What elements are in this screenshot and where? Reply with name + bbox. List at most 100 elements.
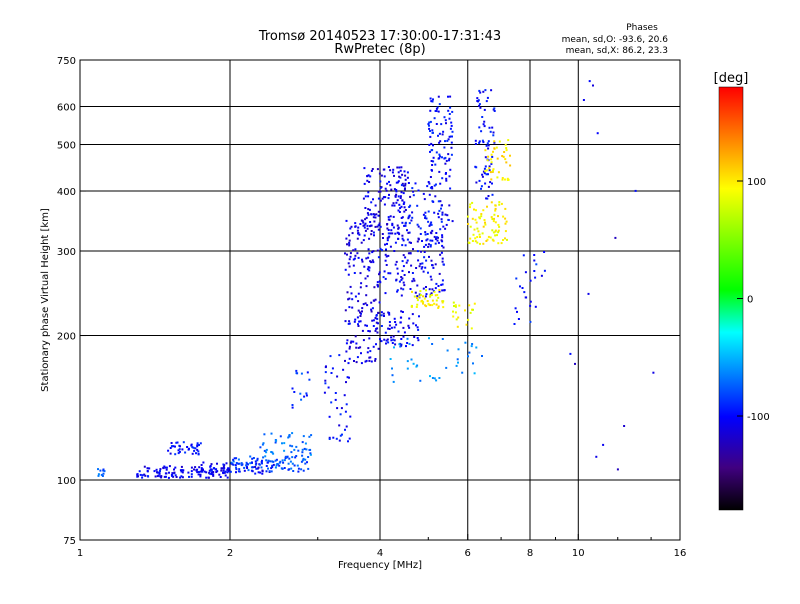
data-point	[215, 471, 218, 473]
data-point	[489, 171, 492, 174]
data-point	[449, 95, 452, 98]
data-point	[414, 182, 417, 185]
data-point	[291, 432, 294, 435]
data-point	[393, 346, 395, 349]
data-point	[163, 465, 166, 468]
data-point	[227, 467, 230, 470]
data-point	[502, 155, 505, 158]
data-point	[375, 321, 378, 324]
data-point	[368, 269, 371, 272]
data-point	[502, 239, 504, 241]
data-point	[397, 209, 400, 212]
data-point	[486, 96, 489, 99]
data-point	[440, 204, 443, 207]
data-point	[275, 464, 278, 467]
data-point	[440, 283, 443, 286]
data-point	[432, 156, 435, 159]
data-point	[181, 476, 184, 479]
data-point	[403, 274, 406, 276]
y-tick-label: 500	[57, 141, 76, 152]
data-point	[437, 236, 439, 239]
data-point	[240, 464, 243, 467]
data-point	[372, 198, 374, 201]
data-point	[430, 294, 433, 296]
data-point	[354, 222, 357, 225]
data-point	[324, 382, 327, 385]
data-point	[486, 142, 489, 145]
data-point	[485, 197, 488, 200]
data-point	[226, 471, 229, 474]
data-point	[498, 203, 501, 206]
data-point	[397, 195, 400, 198]
data-point	[392, 338, 395, 341]
data-point	[428, 121, 431, 124]
data-point	[489, 236, 492, 239]
data-point	[468, 242, 471, 244]
data-point	[402, 288, 405, 291]
data-point	[249, 455, 252, 458]
data-point	[434, 110, 437, 112]
data-point	[265, 465, 268, 467]
data-point	[180, 465, 183, 468]
data-point	[444, 140, 446, 143]
data-point	[411, 313, 414, 316]
data-point	[483, 219, 486, 221]
data-point	[448, 135, 451, 138]
data-point	[177, 452, 180, 455]
data-point	[433, 235, 436, 238]
data-point	[387, 341, 390, 344]
data-point	[399, 197, 402, 199]
data-point	[529, 279, 532, 282]
data-point	[210, 473, 213, 476]
data-point	[419, 227, 422, 230]
data-point	[364, 195, 367, 198]
data-point	[366, 227, 369, 230]
data-point	[345, 425, 348, 428]
data-point	[450, 121, 453, 124]
data-point	[434, 163, 437, 166]
data-point	[415, 267, 418, 269]
data-point	[370, 301, 373, 304]
data-point	[431, 100, 434, 103]
data-point	[169, 452, 172, 455]
data-point	[167, 449, 170, 452]
data-point	[370, 360, 373, 363]
data-point	[476, 236, 479, 238]
data-point	[338, 354, 341, 357]
data-point	[487, 195, 490, 197]
data-point	[415, 306, 418, 308]
data-point	[349, 252, 352, 255]
data-point	[504, 237, 506, 240]
data-point	[406, 367, 409, 370]
data-point	[444, 156, 447, 159]
data-point	[524, 271, 527, 274]
data-point	[288, 434, 291, 437]
data-point	[383, 175, 386, 178]
data-point	[348, 244, 351, 247]
data-point	[384, 277, 387, 280]
data-point	[344, 359, 346, 362]
data-point	[270, 451, 273, 453]
data-point	[295, 445, 298, 448]
data-point	[165, 468, 168, 471]
data-point	[367, 208, 370, 211]
data-point	[97, 473, 100, 476]
data-point	[330, 401, 333, 404]
data-point	[439, 155, 441, 158]
data-point	[484, 221, 486, 224]
data-point	[504, 143, 507, 146]
data-point	[481, 173, 484, 176]
data-point	[404, 256, 407, 259]
data-point	[587, 292, 590, 295]
data-point	[390, 336, 393, 339]
data-point	[454, 305, 457, 308]
data-point	[438, 377, 441, 379]
data-point	[465, 323, 468, 326]
data-point	[400, 287, 403, 290]
data-point	[162, 466, 165, 469]
data-point	[493, 110, 496, 112]
data-point	[365, 285, 368, 288]
data-point	[290, 467, 293, 470]
data-point	[371, 259, 374, 262]
